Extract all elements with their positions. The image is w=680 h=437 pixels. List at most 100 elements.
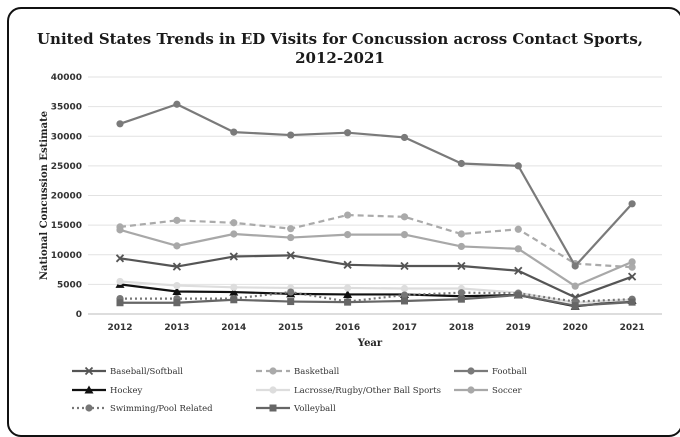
data-point — [287, 131, 295, 139]
data-point — [457, 242, 465, 251]
series-line-4 — [119, 280, 633, 304]
y-tick-label: 35000 — [51, 103, 82, 113]
x-tick-label: 2017 — [392, 323, 417, 333]
legend-entry: Swimming/Pool Related — [110, 404, 213, 414]
data-point — [457, 289, 465, 297]
y-tick-label: 30000 — [51, 132, 82, 142]
y-tick-label: 10000 — [51, 251, 82, 261]
data-point — [230, 283, 238, 291]
data-point — [230, 219, 238, 227]
data-point — [230, 230, 238, 238]
data-point — [400, 213, 409, 221]
data-point — [344, 298, 352, 306]
data-point — [172, 286, 182, 295]
data-point — [115, 254, 125, 263]
data-point — [344, 284, 352, 292]
data-point — [457, 230, 465, 238]
legend-swatch-marker — [84, 366, 94, 376]
chart-title-years: 2012-2021 — [295, 49, 385, 67]
data-point — [172, 262, 182, 271]
data-point — [514, 266, 523, 275]
data-point — [514, 162, 522, 170]
data-point — [173, 299, 181, 307]
legend-entry: Basketball — [294, 367, 340, 377]
legend-swatch-marker — [467, 367, 475, 375]
data-point — [230, 128, 238, 136]
line-chart: 0 5000 10000 15000 20000 25000 30000 35000 40000… — [39, 73, 662, 414]
legend-swatch-marker — [467, 386, 475, 394]
x-tick-label: 2018 — [449, 323, 474, 333]
data-point — [627, 272, 637, 281]
x-tick-label: 2014 — [221, 323, 246, 333]
data-point — [343, 260, 352, 269]
y-tick-label: 25000 — [51, 162, 82, 172]
data-point — [230, 296, 238, 304]
data-point — [344, 231, 352, 239]
data-point — [286, 251, 295, 260]
data-point — [514, 245, 522, 253]
data-point — [514, 291, 522, 299]
data-point — [571, 302, 579, 310]
legend-entry: Volleyball — [293, 404, 336, 414]
data-point — [229, 252, 238, 261]
data-point — [173, 242, 181, 250]
data-point — [628, 263, 636, 271]
data-point — [400, 291, 409, 299]
legend-swatch-marker — [269, 367, 277, 375]
data-point — [571, 282, 579, 290]
data-point — [400, 284, 409, 293]
data-point — [287, 233, 295, 242]
data-point — [400, 133, 409, 142]
data-point — [514, 225, 522, 233]
x-tick-label: 2019 — [506, 323, 531, 333]
x-tick-label: 2013 — [164, 323, 189, 333]
data-point — [457, 261, 466, 271]
legend-entry: Soccer — [492, 386, 522, 396]
data-point — [173, 216, 181, 224]
legend-entry: Lacrosse/Rugby/Other Ball Sports — [294, 386, 441, 396]
data-point — [400, 261, 409, 271]
x-tick-label: 2016 — [335, 323, 360, 333]
series-line-2 — [119, 103, 633, 268]
y-tick-label: 40000 — [51, 73, 82, 83]
legend-entry: Football — [492, 367, 527, 377]
x-tick-label: 2012 — [107, 323, 132, 333]
series-line-5 — [119, 228, 633, 288]
data-point — [229, 287, 239, 296]
data-point — [343, 289, 353, 298]
y-axis-title: National Concussion Estimate — [39, 111, 50, 280]
data-point — [457, 295, 465, 303]
data-point — [628, 298, 636, 306]
data-point — [116, 226, 124, 234]
legend-entry: Baseball/Softball — [110, 367, 183, 377]
data-point — [628, 258, 636, 266]
legend-swatch-marker — [85, 404, 93, 412]
y-tick-label: 5000 — [57, 280, 82, 290]
legend-swatch-marker — [269, 404, 277, 412]
data-point — [173, 281, 181, 290]
y-tick-label: 15000 — [51, 221, 82, 231]
series-line-6 — [120, 290, 633, 303]
series-line-0 — [119, 254, 633, 299]
data-point — [401, 297, 408, 305]
series-line-1 — [119, 213, 633, 269]
data-point — [344, 129, 352, 137]
y-tick-label: 20000 — [51, 192, 82, 202]
legend-entry: Hockey — [110, 386, 142, 396]
data-point — [344, 211, 352, 219]
data-point — [116, 120, 124, 128]
x-tick-label: 2020 — [563, 323, 588, 333]
data-point — [628, 200, 636, 208]
x-tick-label: 2015 — [278, 323, 303, 333]
data-point — [571, 262, 579, 270]
x-axis-title: Year — [357, 338, 383, 349]
chart-title: United States Trends in ED Visits for Co… — [36, 30, 644, 48]
data-point — [287, 225, 295, 233]
series-line-7 — [120, 293, 633, 307]
legend-swatch-marker — [84, 385, 94, 394]
data-point — [287, 288, 295, 296]
legend-swatch-marker — [269, 386, 277, 394]
data-point — [116, 299, 124, 307]
data-point — [287, 298, 295, 306]
x-tick-label: 2021 — [620, 323, 645, 333]
